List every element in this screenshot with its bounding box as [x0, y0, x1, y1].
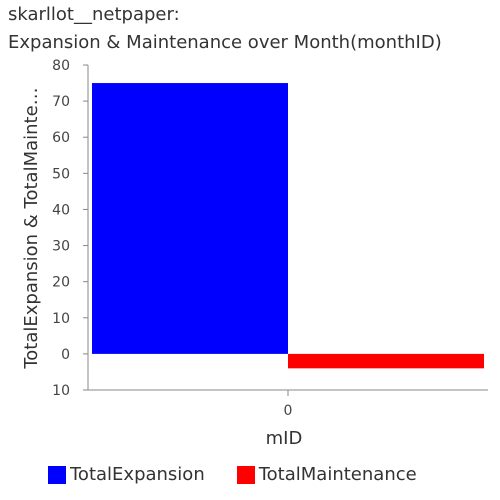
- bars: [92, 83, 484, 369]
- y-tick-label: 30: [52, 239, 70, 255]
- legend-swatch-maintenance: [236, 465, 255, 484]
- y-axis-ticks: 80 70 60 50 40 30 20 10 0 10: [52, 58, 88, 399]
- y-tick-label: 10: [52, 383, 70, 399]
- y-tick-label: 40: [52, 202, 70, 218]
- legend-label-expansion: TotalExpansion: [70, 464, 205, 485]
- legend: TotalExpansion TotalMaintenance: [48, 464, 417, 485]
- chart-title-line1: skarllot__netpaper:: [8, 4, 180, 25]
- legend-item-expansion: TotalExpansion: [48, 464, 205, 485]
- x-axis-title: mID: [266, 428, 303, 449]
- y-tick-label: 20: [52, 275, 70, 291]
- legend-label-maintenance: TotalMaintenance: [258, 464, 417, 485]
- y-tick-label: 80: [52, 58, 70, 74]
- bar-totalexpansion: [92, 83, 288, 354]
- y-tick-label: 50: [52, 166, 70, 182]
- y-axis-title: TotalExpansion & TotalMainte…: [21, 87, 42, 369]
- y-tick-label: 10: [52, 311, 70, 327]
- x-tick-label: 0: [284, 403, 293, 419]
- y-tick-label: 0: [61, 347, 70, 363]
- y-tick-label: 60: [52, 130, 70, 146]
- y-tick-label: 70: [52, 94, 70, 110]
- bar-totalmaintenance: [288, 353, 484, 369]
- legend-swatch-expansion: [48, 465, 66, 484]
- legend-item-maintenance: TotalMaintenance: [236, 464, 417, 485]
- chart-title-line2: Expansion & Maintenance over Month(month…: [8, 32, 442, 53]
